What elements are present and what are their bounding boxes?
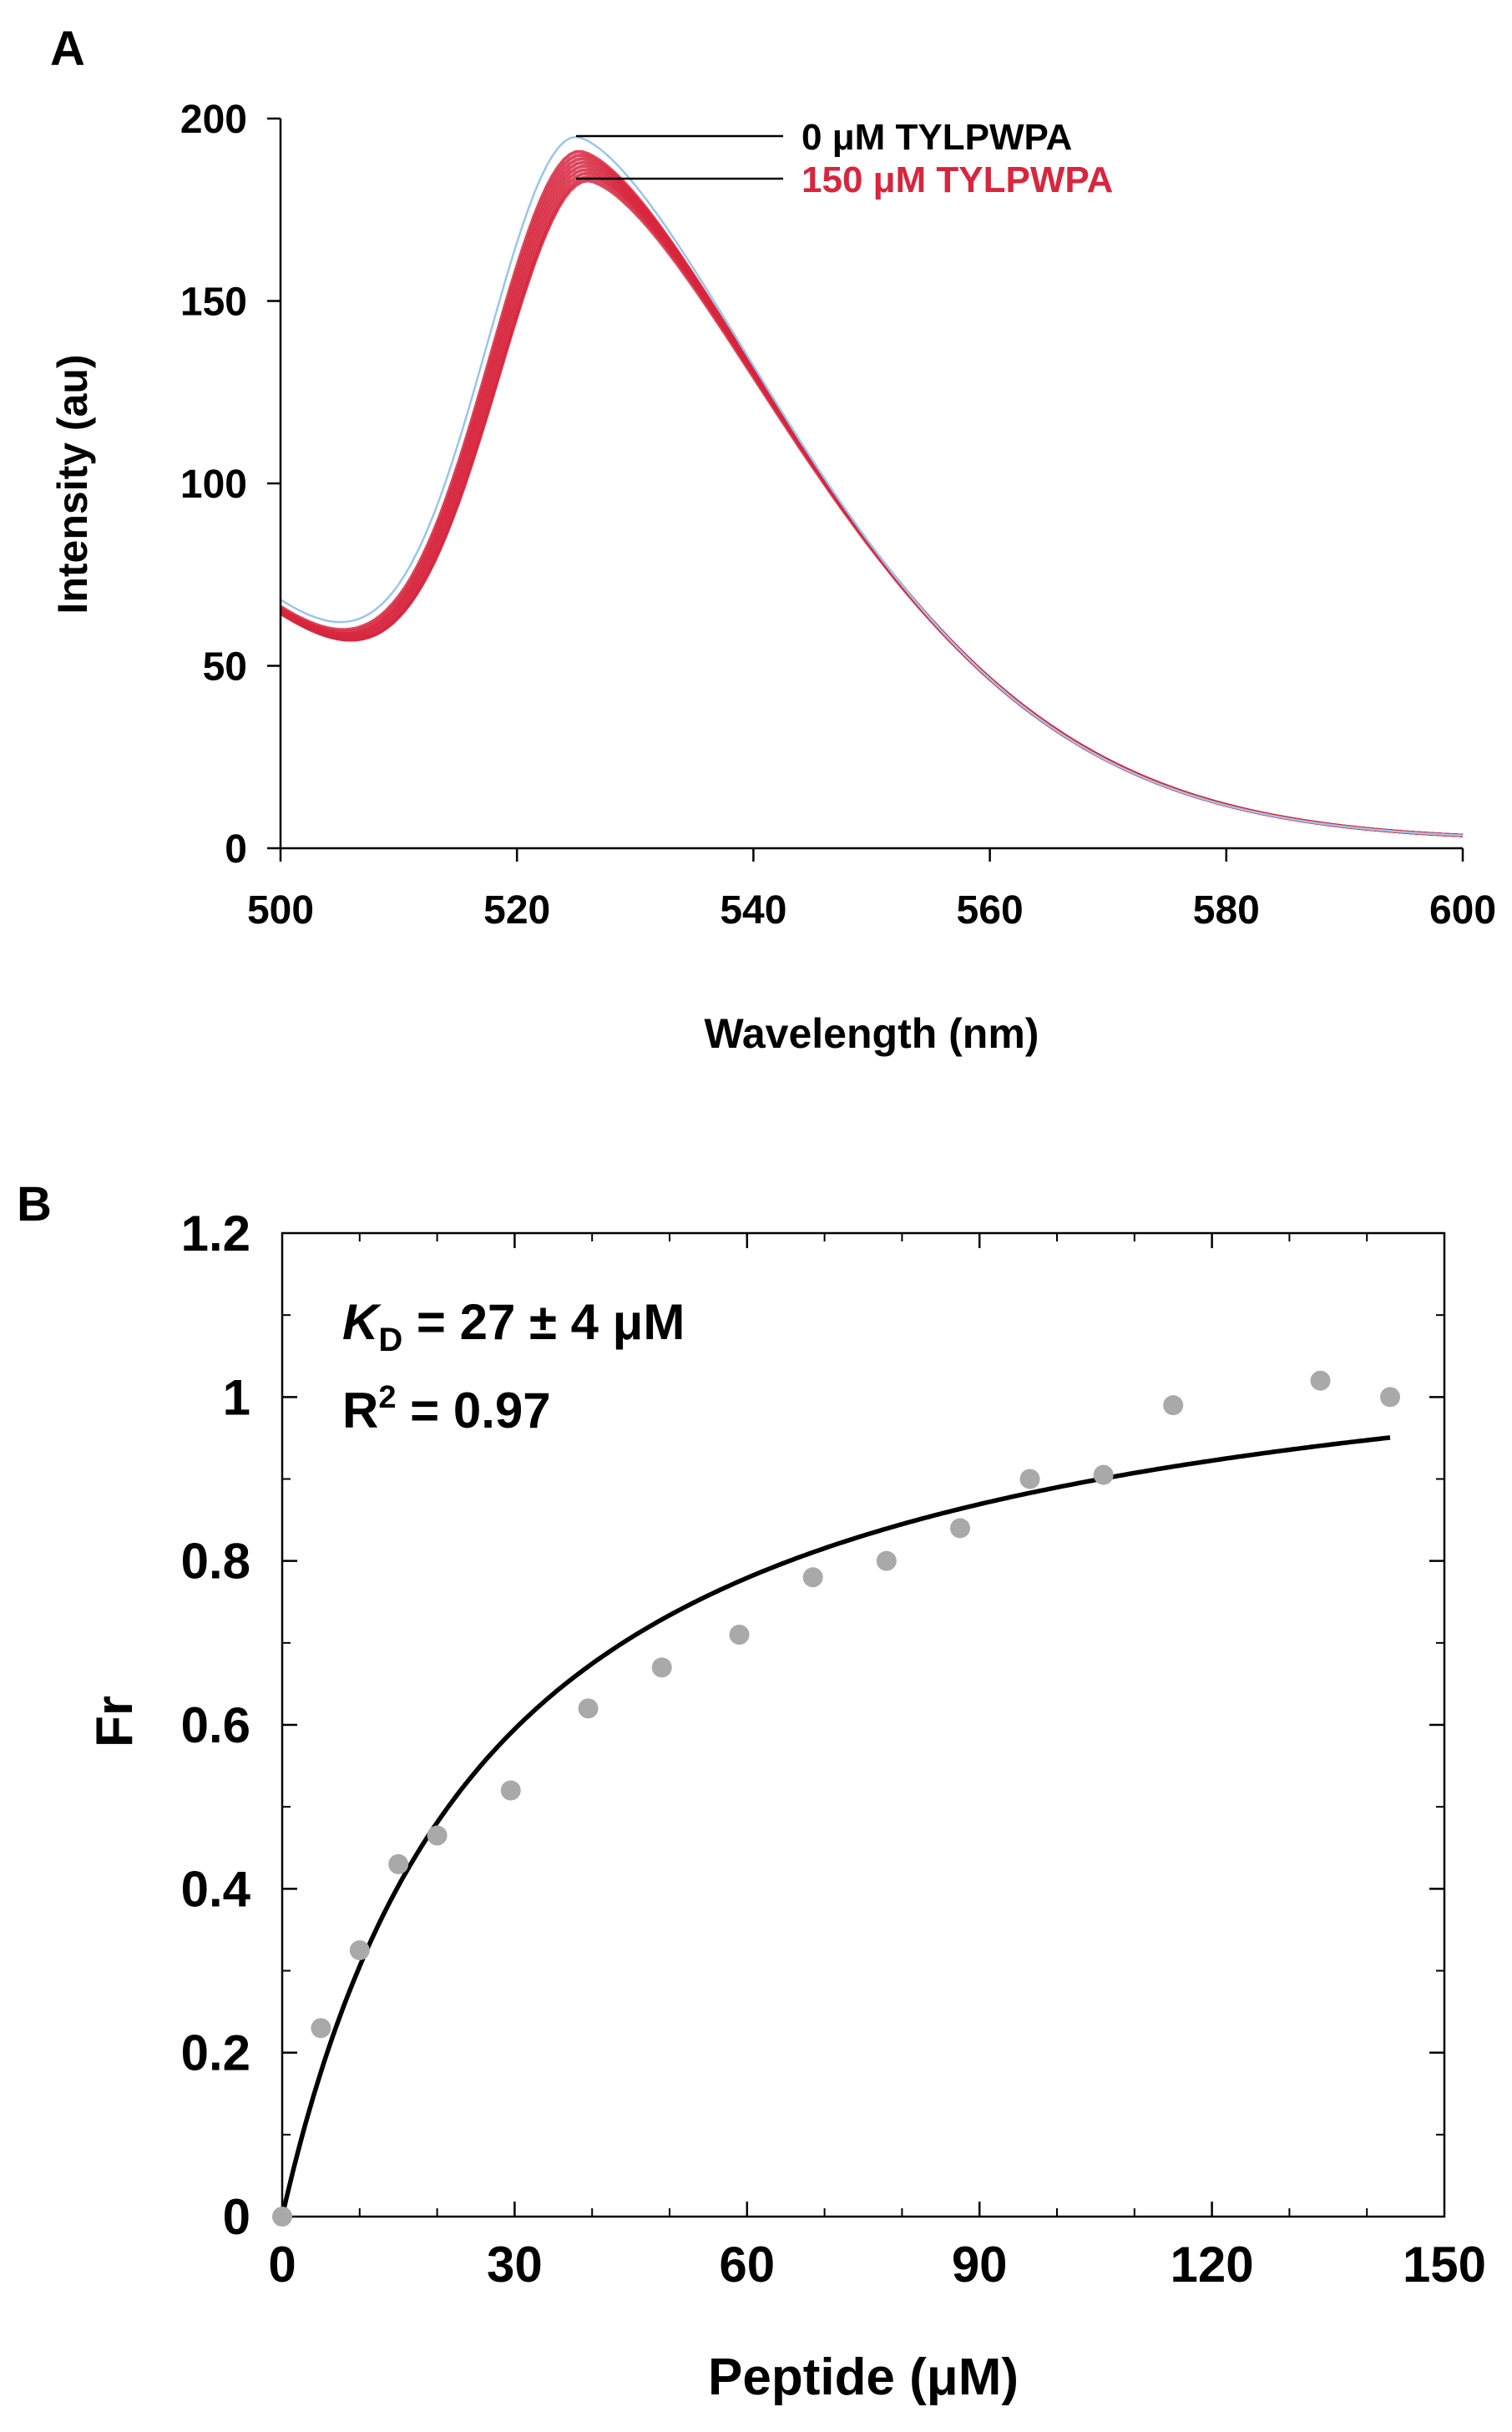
data-point bbox=[272, 2207, 292, 2227]
kd-value: = 27 ± 4 μM bbox=[402, 1294, 685, 1350]
data-point bbox=[802, 1567, 823, 1588]
x-tick-label: 580 bbox=[1193, 888, 1260, 933]
y-tick-label: 1.2 bbox=[181, 1206, 250, 1262]
y-tick-label: 50 bbox=[203, 645, 247, 690]
y-tick-label: 0.6 bbox=[181, 1697, 250, 1753]
x-tick-label: 520 bbox=[483, 888, 550, 933]
binding-data-points bbox=[272, 1370, 1401, 2227]
y-tick-label: 100 bbox=[180, 463, 247, 507]
y-tick-label: 0.8 bbox=[181, 1534, 250, 1590]
emission-spectra bbox=[279, 135, 1464, 837]
data-point bbox=[427, 1825, 448, 1846]
panel-a-x-title: Wavelength (nm) bbox=[705, 1010, 1039, 1057]
data-point bbox=[349, 1939, 370, 1960]
y-tick-label: 150 bbox=[180, 281, 247, 325]
data-point bbox=[876, 1550, 897, 1571]
data-point bbox=[1310, 1370, 1331, 1391]
r2-superscript: 2 bbox=[378, 1380, 396, 1415]
data-point bbox=[388, 1853, 409, 1874]
y-tick-label: 0 bbox=[225, 827, 247, 872]
panel-b-chart: 0 0.2 0.4 0.6 0.8 1 1.2 0 30 60 90 120 150 KD = 27 … bbox=[86, 1206, 1486, 2406]
x-tick-label: 540 bbox=[720, 888, 786, 933]
x-tick-label: 0 bbox=[268, 2237, 296, 2293]
panel-a-chart: 0 50 100 150 200 500 520 540 560 580 600 0 μM TYL… bbox=[49, 98, 1496, 1057]
data-point bbox=[1163, 1395, 1184, 1416]
r2-value: = 0.97 bbox=[396, 1383, 550, 1438]
x-tick-label: 120 bbox=[1171, 2237, 1254, 2293]
panel-b-frame bbox=[281, 1231, 1446, 2218]
data-point bbox=[1380, 1387, 1401, 1408]
panel-b-y-title: Fr bbox=[86, 1696, 144, 1747]
y-tick-label: 200 bbox=[180, 98, 247, 142]
spectrum-titration-line bbox=[279, 179, 1464, 837]
x-tick-label: 560 bbox=[957, 888, 1024, 933]
data-point bbox=[950, 1518, 970, 1539]
binding-fit-curve bbox=[280, 1435, 1391, 2217]
annotation-0uM: 0 μM TYLPWPA bbox=[802, 117, 1072, 158]
x-tick-label: 30 bbox=[487, 2237, 543, 2293]
data-point bbox=[1093, 1464, 1114, 1485]
x-tick-label: 600 bbox=[1429, 888, 1496, 933]
panel-b-label: B bbox=[17, 1177, 52, 1231]
data-point bbox=[651, 1657, 672, 1678]
panel-a-label: A bbox=[50, 22, 85, 76]
data-point bbox=[500, 1780, 521, 1801]
kd-annotation: KD = 27 ± 4 μM bbox=[342, 1294, 685, 1358]
data-point bbox=[729, 1625, 750, 1646]
panel-a-x-ticks: 500 520 540 560 580 600 bbox=[247, 848, 1496, 933]
data-point bbox=[1019, 1469, 1040, 1489]
kd-subscript: D bbox=[378, 1322, 402, 1358]
panel-b-x-title: Peptide (μM) bbox=[708, 2349, 1019, 2406]
kd-symbol: K bbox=[342, 1294, 382, 1350]
spectrum-0uM-line bbox=[280, 135, 1464, 837]
y-tick-label: 0.2 bbox=[181, 2025, 250, 2081]
spectrum-titration-line bbox=[279, 174, 1464, 837]
r2-annotation: R2 = 0.97 bbox=[342, 1380, 551, 1438]
data-point bbox=[311, 2018, 331, 2039]
x-tick-label: 500 bbox=[247, 888, 314, 933]
panel-a-y-title: Intensity (au) bbox=[49, 354, 96, 614]
y-tick-label: 0.4 bbox=[181, 1861, 251, 1917]
annotation-150uM: 150 μM TYLPWPA bbox=[802, 159, 1113, 200]
panel-b-x-ticks: 0 30 60 90 120 150 bbox=[268, 1233, 1486, 2293]
panel-b-y-ticks: 0 0.2 0.4 0.6 0.8 1 1.2 bbox=[181, 1206, 1444, 2245]
x-tick-label: 150 bbox=[1403, 2237, 1486, 2293]
y-tick-label: 1 bbox=[223, 1369, 250, 1425]
y-tick-label: 0 bbox=[223, 2189, 250, 2245]
data-point bbox=[578, 1698, 599, 1719]
r2-base: R bbox=[342, 1383, 378, 1438]
x-tick-label: 60 bbox=[719, 2237, 775, 2293]
x-tick-label: 90 bbox=[952, 2237, 1008, 2293]
panel-a-y-ticks: 0 50 100 150 200 bbox=[180, 98, 281, 872]
